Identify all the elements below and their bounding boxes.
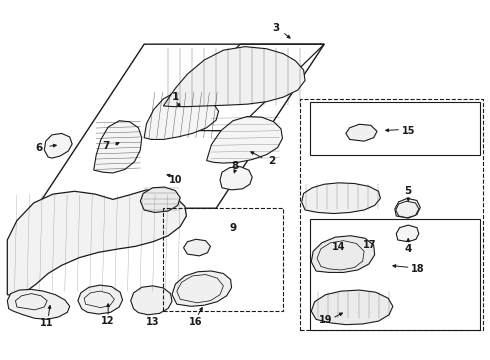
Text: 5: 5 xyxy=(405,186,412,195)
Polygon shape xyxy=(144,92,219,139)
Text: 4: 4 xyxy=(405,244,412,254)
Polygon shape xyxy=(184,239,210,256)
Bar xyxy=(300,99,483,330)
Text: 16: 16 xyxy=(189,317,203,327)
Bar xyxy=(163,208,283,311)
Polygon shape xyxy=(396,201,419,218)
Polygon shape xyxy=(172,271,232,306)
Polygon shape xyxy=(220,167,252,190)
Text: 7: 7 xyxy=(102,141,109,152)
Text: 15: 15 xyxy=(401,126,415,136)
Polygon shape xyxy=(44,134,72,158)
Text: 13: 13 xyxy=(146,317,160,327)
Text: 12: 12 xyxy=(101,316,115,326)
Polygon shape xyxy=(131,286,172,315)
Text: 3: 3 xyxy=(272,23,280,33)
Text: 8: 8 xyxy=(232,161,239,171)
Text: 11: 11 xyxy=(40,318,54,328)
Polygon shape xyxy=(346,124,377,141)
Polygon shape xyxy=(302,183,380,213)
Text: 18: 18 xyxy=(411,264,425,274)
Polygon shape xyxy=(396,225,419,242)
Polygon shape xyxy=(311,236,375,273)
Text: 19: 19 xyxy=(319,315,332,325)
Polygon shape xyxy=(7,190,186,296)
Text: 14: 14 xyxy=(332,242,345,252)
Polygon shape xyxy=(140,187,180,212)
Text: 1: 1 xyxy=(172,92,179,102)
Text: 10: 10 xyxy=(169,175,182,185)
Bar xyxy=(310,219,480,330)
Polygon shape xyxy=(163,47,305,107)
Text: 9: 9 xyxy=(229,222,237,233)
Text: 2: 2 xyxy=(268,156,275,166)
Polygon shape xyxy=(311,290,393,325)
Text: 6: 6 xyxy=(36,143,43,153)
Polygon shape xyxy=(7,289,70,319)
Polygon shape xyxy=(78,285,122,314)
Text: 17: 17 xyxy=(363,240,377,250)
Polygon shape xyxy=(395,198,420,218)
Polygon shape xyxy=(94,121,142,173)
Polygon shape xyxy=(207,117,282,163)
Bar xyxy=(310,102,480,155)
